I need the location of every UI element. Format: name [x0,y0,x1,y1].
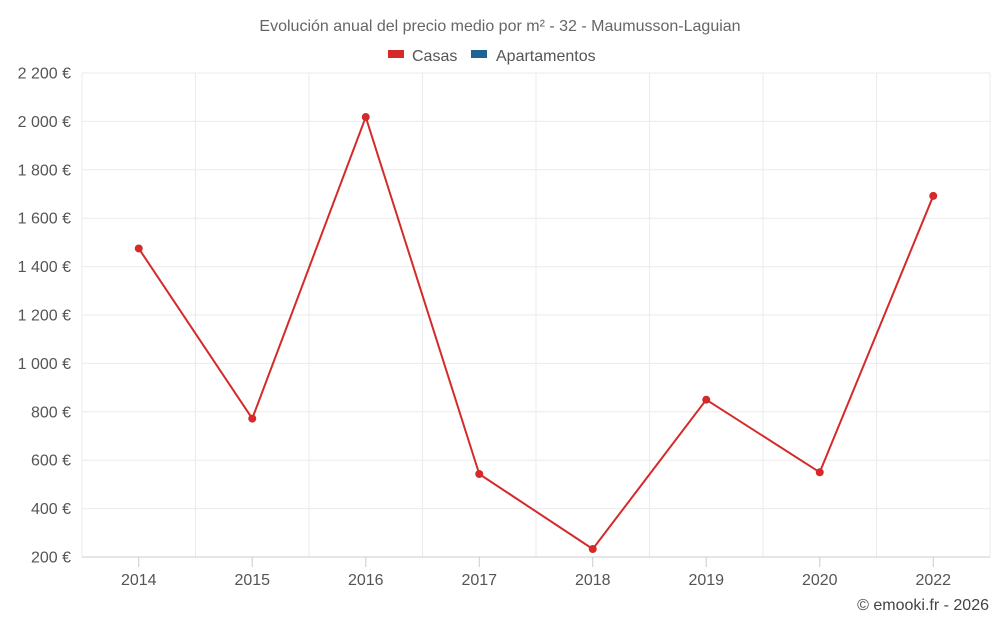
y-tick-label: 200 € [31,550,71,567]
data-point-casas[interactable] [134,244,143,253]
y-tick-label: 1 600 € [18,211,71,228]
y-tick-label: 2 000 € [18,114,71,131]
series-line-casas [137,116,935,551]
credit-text: © emooki.fr - 2026 [857,597,989,614]
y-tick-label: 2 200 € [18,66,71,83]
data-point-casas[interactable] [929,191,938,200]
x-tick-label: 2018 [575,572,611,589]
legend: Casas Apartamentos [388,48,596,65]
data-point-casas[interactable] [815,468,824,477]
y-tick-label: 400 € [31,501,71,518]
x-tick-label: 2017 [461,572,497,589]
legend-swatch-apartamentos[interactable] [471,50,487,58]
x-tick-label: 2022 [915,572,951,589]
data-point-casas[interactable] [588,545,597,554]
series-layer [134,113,938,554]
y-tick-label: 1 200 € [18,308,71,325]
data-point-casas[interactable] [248,414,257,423]
x-tick-label: 2020 [802,572,838,589]
y-tick-label: 1 400 € [18,259,71,276]
chart-title: Evolución anual del precio medio por m² … [259,18,740,35]
y-tick-label: 1 000 € [18,356,71,373]
y-tick-label: 800 € [31,404,71,421]
data-point-casas[interactable] [475,469,484,478]
legend-swatch-casas[interactable] [388,50,404,58]
y-tick-label: 1 800 € [18,162,71,179]
y-tick-label: 600 € [31,453,71,470]
x-tick-label: 2016 [348,572,384,589]
legend-label-casas[interactable]: Casas [412,48,457,65]
legend-label-apartamentos[interactable]: Apartamentos [496,48,596,65]
x-tick-label: 2019 [688,572,724,589]
y-axis: 200 € 400 € 600 € 800 € 1 000 € 1 200 € 1 400 … [18,66,71,567]
x-tick-label: 2014 [121,572,157,589]
grid [81,72,991,557]
data-point-casas[interactable] [361,113,370,122]
data-point-casas[interactable] [702,395,711,404]
x-axis: 2014 2015 2016 2017 2018 2019 2020 2022 [82,556,990,589]
x-tick-label: 2015 [234,572,270,589]
